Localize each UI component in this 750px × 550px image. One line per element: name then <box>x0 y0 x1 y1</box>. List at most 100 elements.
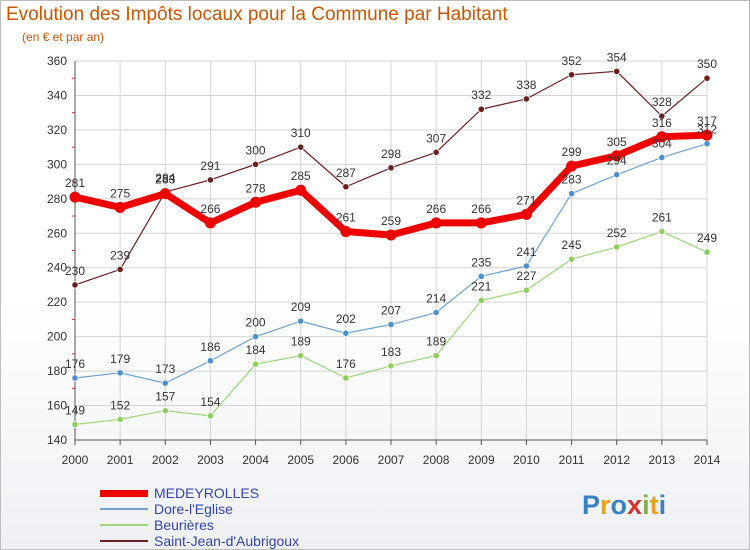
data-point-saint-jean-d-aubrigoux <box>206 176 215 184</box>
logo-letter: r <box>600 490 611 520</box>
x-tick-label: 2008 <box>423 453 450 467</box>
data-point-saint-jean-d-aubrigoux <box>477 105 485 113</box>
data-point-beuri-res <box>71 420 79 429</box>
data-label-dore-l-eglise: 179 <box>110 352 130 366</box>
data-label-medeyrolles: 281 <box>65 176 85 190</box>
data-label-medeyrolles: 266 <box>200 202 220 216</box>
x-tick-label: 2005 <box>287 453 314 467</box>
legend-item: MEDEYROLLES <box>100 485 360 502</box>
data-label-dore-l-eglise: 207 <box>381 304 401 318</box>
data-label-medeyrolles: 271 <box>516 193 536 207</box>
data-point-saint-jean-d-aubrigoux <box>432 148 440 156</box>
data-label-beuri-res: 227 <box>516 269 536 283</box>
data-point-dore-l-eglise <box>658 153 666 162</box>
y-tick-label: 260 <box>47 226 67 240</box>
data-point-dore-l-eglise <box>251 333 260 341</box>
data-label-beuri-res: 157 <box>155 390 175 404</box>
x-tick-label: 2001 <box>107 453 134 467</box>
data-label-saint-jean-d-aubrigoux: 332 <box>471 88 491 102</box>
data-label-medeyrolles: 316 <box>652 116 672 130</box>
data-label-medeyrolles: 285 <box>291 169 311 183</box>
data-point-medeyrolles <box>520 208 532 220</box>
data-point-medeyrolles <box>250 196 262 208</box>
y-tick-label: 340 <box>47 88 67 102</box>
data-label-beuri-res: 189 <box>426 335 446 349</box>
data-point-dore-l-eglise <box>297 317 305 325</box>
data-label-saint-jean-d-aubrigoux: 354 <box>607 50 627 64</box>
data-label-beuri-res: 154 <box>200 395 220 409</box>
data-label-medeyrolles: 283 <box>155 173 175 187</box>
x-tick-label: 2014 <box>694 453 721 467</box>
data-point-medeyrolles <box>69 191 81 203</box>
data-label-beuri-res: 183 <box>381 345 401 359</box>
data-point-medeyrolles <box>611 150 623 162</box>
data-label-saint-jean-d-aubrigoux: 300 <box>246 143 266 157</box>
data-label-dore-l-eglise: 202 <box>336 312 356 326</box>
data-label-dore-l-eglise: 241 <box>516 245 536 259</box>
y-tick-label: 320 <box>47 123 67 137</box>
data-label-dore-l-eglise: 200 <box>246 316 266 330</box>
data-point-saint-jean-d-aubrigoux <box>71 281 79 289</box>
legend-label: MEDEYROLLES <box>154 485 260 501</box>
data-point-dore-l-eglise <box>116 369 124 377</box>
legend: MEDEYROLLES Dore-l'Eglise Beurières Saint-J… <box>100 485 360 550</box>
y-tick-label: 280 <box>47 192 67 206</box>
data-label-beuri-res: 152 <box>110 398 130 412</box>
x-tick-label: 2012 <box>603 453 630 467</box>
data-label-dore-l-eglise: 283 <box>562 173 582 187</box>
x-tick-label: 2002 <box>152 453 179 467</box>
data-point-beuri-res <box>658 227 666 236</box>
data-point-medeyrolles <box>701 129 713 141</box>
data-point-beuri-res <box>342 374 350 382</box>
data-label-saint-jean-d-aubrigoux: 287 <box>336 166 356 180</box>
data-point-beuri-res <box>387 362 395 370</box>
data-point-dore-l-eglise <box>71 374 79 382</box>
data-point-saint-jean-d-aubrigoux <box>116 265 124 274</box>
data-point-beuri-res <box>613 243 621 251</box>
legend-swatch <box>100 524 148 526</box>
data-point-beuri-res <box>703 248 711 256</box>
data-point-saint-jean-d-aubrigoux <box>613 67 621 75</box>
data-point-medeyrolles <box>340 226 352 238</box>
data-point-medeyrolles <box>159 188 171 200</box>
y-tick-label: 200 <box>47 330 67 344</box>
line-chart: 140 160 180 200 220 240 260 280 300 320 340 360 200… <box>47 50 721 467</box>
y-axis: 140 160 180 200 220 240 260 280 300 320 340 360 <box>47 54 76 447</box>
data-label-saint-jean-d-aubrigoux: 350 <box>697 57 717 71</box>
data-label-saint-jean-d-aubrigoux: 230 <box>65 264 85 278</box>
data-label-dore-l-eglise: 214 <box>426 292 446 306</box>
data-point-dore-l-eglise <box>477 272 485 280</box>
x-tick-label: 2000 <box>62 453 89 467</box>
data-point-beuri-res <box>161 407 169 415</box>
data-label-dore-l-eglise: 312 <box>697 123 717 137</box>
series-group <box>69 67 713 429</box>
data-point-saint-jean-d-aubrigoux <box>522 95 531 103</box>
x-tick-label: 2006 <box>333 453 360 467</box>
chart-title: Evolution des Impôts locaux pour la Comm… <box>6 4 508 25</box>
data-label-saint-jean-d-aubrigoux: 352 <box>562 54 582 68</box>
data-label-beuri-res: 184 <box>246 343 266 357</box>
data-point-beuri-res <box>206 412 215 420</box>
data-label-medeyrolles: 266 <box>471 202 491 216</box>
data-labels: 230 239 284 291 300 310 287 298 307 332 338 352 354 3… <box>65 50 717 417</box>
x-tick-label: 2003 <box>197 453 224 467</box>
data-point-dore-l-eglise <box>432 308 440 317</box>
x-tick-label: 2007 <box>378 453 405 467</box>
data-label-beuri-res: 189 <box>291 335 311 349</box>
data-label-dore-l-eglise: 235 <box>471 255 491 269</box>
data-point-dore-l-eglise <box>567 190 576 198</box>
grid <box>74 60 708 441</box>
data-point-saint-jean-d-aubrigoux <box>342 183 350 191</box>
data-point-saint-jean-d-aubrigoux <box>703 74 711 82</box>
logo-letter: t <box>649 490 659 520</box>
data-point-medeyrolles <box>566 160 578 172</box>
data-label-saint-jean-d-aubrigoux: 239 <box>110 248 130 262</box>
data-point-beuri-res <box>432 351 440 360</box>
logo-letter: x <box>627 490 643 520</box>
y-tick-label: 300 <box>47 157 67 171</box>
x-tick-label: 2004 <box>242 453 269 467</box>
data-point-dore-l-eglise <box>703 140 711 148</box>
data-point-beuri-res <box>477 296 485 305</box>
y-tick-label: 140 <box>47 433 67 447</box>
